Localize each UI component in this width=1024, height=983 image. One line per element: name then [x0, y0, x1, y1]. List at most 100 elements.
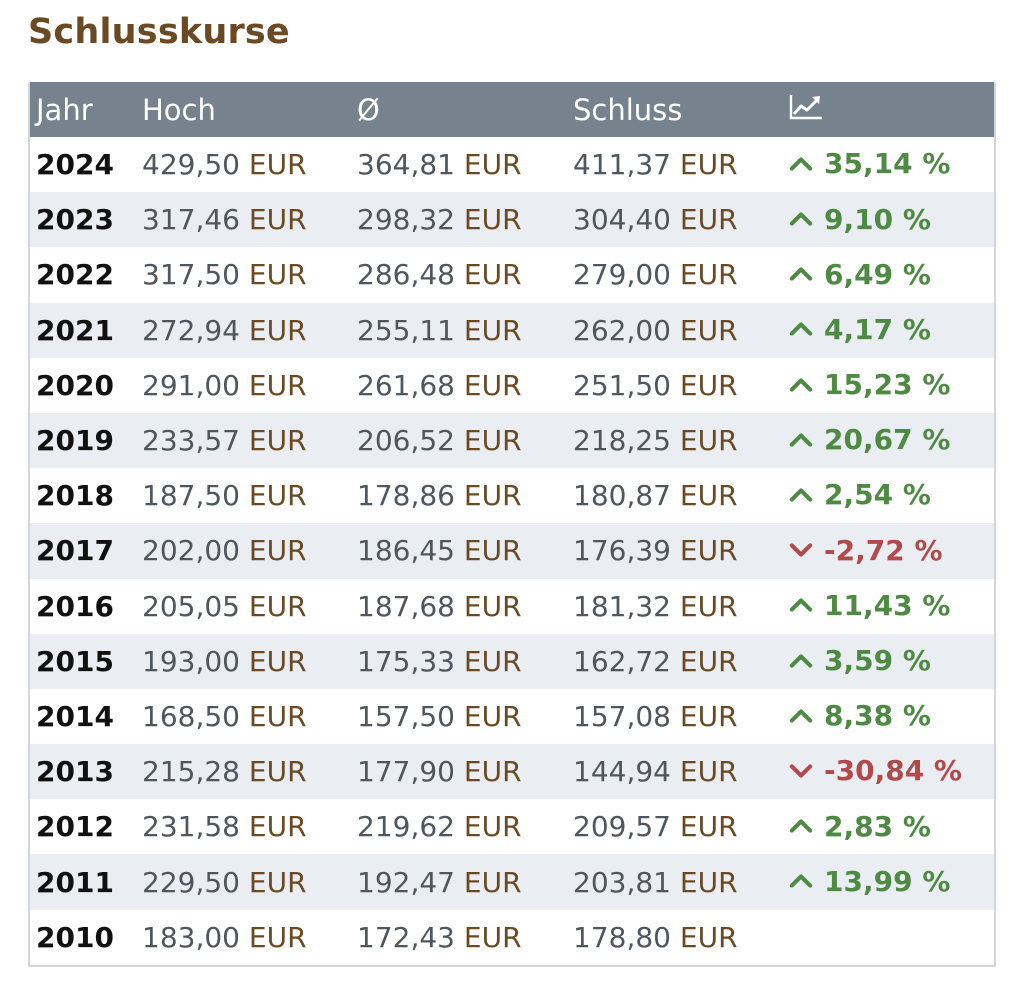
cell-jahr: 2023: [36, 203, 114, 237]
column-header-jahr[interactable]: Jahr: [36, 92, 93, 127]
table-row: 2013 215,28 EUR 177,90 EUR 144,94 EUR -30,84…: [30, 744, 994, 800]
cell-avg: 172,43 EUR: [357, 910, 573, 965]
performance-value: 15,23 %: [788, 368, 950, 401]
cell-hoch: 183,00 EUR: [142, 910, 357, 965]
currency-label: EUR: [463, 424, 522, 458]
cell-performance: 2,83 %: [788, 799, 994, 854]
cell-performance: 13,99 %: [788, 854, 994, 909]
cell-performance: -30,84 %: [788, 744, 994, 799]
performance-text: 2,54 %: [824, 478, 931, 512]
currency-label: EUR: [679, 589, 738, 623]
currency-label: EUR: [248, 755, 307, 789]
chevron-up-icon: [788, 594, 824, 616]
cell-jahr: 2020: [36, 368, 114, 402]
cell-avg: 192,47 EUR: [357, 854, 573, 909]
cell-jahr: 2019: [36, 424, 114, 458]
price-value: 411,37: [573, 148, 671, 182]
column-header-performance[interactable]: [788, 82, 994, 137]
cell-jahr: 2017: [36, 534, 114, 568]
price-value: 304,40: [573, 203, 671, 237]
performance-value: 6,49 %: [788, 258, 931, 291]
price-value: 187,68: [357, 589, 455, 623]
performance-text: 2,83 %: [824, 809, 931, 843]
performance-text: 8,38 %: [824, 699, 931, 733]
cell-avg: 219,62 EUR: [357, 799, 573, 854]
performance-value: 2,54 %: [788, 478, 931, 511]
currency-label: EUR: [679, 755, 738, 789]
cell-schluss: 203,81 EUR: [573, 854, 788, 909]
currency-label: EUR: [463, 368, 522, 402]
performance-text: 6,49 %: [824, 257, 931, 291]
performance-value: 8,38 %: [788, 699, 931, 732]
cell-performance: [788, 910, 994, 965]
chevron-up-icon: [788, 318, 824, 340]
performance-text: 20,67 %: [824, 423, 951, 457]
cell-avg: 364,81 EUR: [357, 137, 573, 192]
currency-label: EUR: [248, 534, 307, 568]
cell-schluss: 176,39 EUR: [573, 523, 788, 578]
currency-label: EUR: [248, 479, 307, 513]
performance-text: 13,99 %: [824, 864, 951, 898]
chevron-up-icon: [788, 263, 824, 285]
price-value: 364,81: [357, 148, 455, 182]
chevron-up-icon: [788, 374, 824, 396]
column-header-schluss[interactable]: Schluss: [573, 92, 683, 127]
currency-label: EUR: [248, 699, 307, 733]
table-body: 2024 429,50 EUR 364,81 EUR 411,37 EUR 35,14 …: [30, 137, 994, 965]
currency-label: EUR: [248, 589, 307, 623]
price-value: 231,58: [142, 810, 240, 844]
price-value: 168,50: [142, 699, 240, 733]
currency-label: EUR: [463, 589, 522, 623]
price-value: 144,94: [573, 755, 671, 789]
price-value: 298,32: [357, 203, 455, 237]
price-value: 218,25: [573, 424, 671, 458]
price-value: 177,90: [357, 755, 455, 789]
currency-label: EUR: [248, 644, 307, 678]
currency-label: EUR: [463, 203, 522, 237]
table-row: 2022 317,50 EUR 286,48 EUR 279,00 EUR 6,49 %: [30, 247, 994, 303]
price-value: 429,50: [142, 148, 240, 182]
currency-label: EUR: [679, 313, 738, 347]
performance-value: -30,84 %: [788, 754, 962, 787]
cell-hoch: 231,58 EUR: [142, 799, 357, 854]
cell-schluss: 178,80 EUR: [573, 910, 788, 965]
currency-label: EUR: [248, 920, 307, 954]
cell-performance: 8,38 %: [788, 689, 994, 744]
price-value: 157,08: [573, 699, 671, 733]
table-row: 2015 193,00 EUR 175,33 EUR 162,72 EUR 3,59 %: [30, 633, 994, 689]
price-value: 186,45: [357, 534, 455, 568]
trend-chart-icon: [788, 93, 824, 128]
currency-label: EUR: [679, 534, 738, 568]
performance-text: 4,17 %: [824, 312, 931, 346]
price-value: 172,43: [357, 920, 455, 954]
chevron-up-icon: [788, 429, 824, 451]
cell-avg: 177,90 EUR: [357, 744, 573, 799]
price-value: 187,50: [142, 479, 240, 513]
cell-hoch: 215,28 EUR: [142, 744, 357, 799]
performance-value: -2,72 %: [788, 534, 943, 567]
price-value: 279,00: [573, 258, 671, 292]
price-value: 251,50: [573, 368, 671, 402]
column-header-hoch[interactable]: Hoch: [142, 92, 216, 127]
cell-hoch: 205,05 EUR: [142, 579, 357, 634]
cell-hoch: 193,00 EUR: [142, 634, 357, 689]
price-value: 180,87: [573, 479, 671, 513]
performance-text: 15,23 %: [824, 368, 951, 402]
cell-avg: 261,68 EUR: [357, 358, 573, 413]
column-header-average[interactable]: Ø: [357, 92, 380, 127]
table-row: 2024 429,50 EUR 364,81 EUR 411,37 EUR 35,14 …: [30, 137, 994, 193]
cell-avg: 178,86 EUR: [357, 468, 573, 523]
currency-label: EUR: [463, 755, 522, 789]
performance-value: 9,10 %: [788, 203, 931, 236]
table-row: 2010 183,00 EUR 172,43 EUR 178,80 EUR: [30, 909, 994, 965]
currency-label: EUR: [248, 313, 307, 347]
currency-label: EUR: [463, 920, 522, 954]
currency-label: EUR: [679, 865, 738, 899]
table-row: 2020 291,00 EUR 261,68 EUR 251,50 EUR 15,23 …: [30, 357, 994, 413]
table-header: Jahr Hoch Ø Schluss: [30, 82, 994, 137]
chevron-up-icon: [788, 650, 824, 672]
table-header-row: Jahr Hoch Ø Schluss: [30, 82, 994, 137]
price-value: 215,28: [142, 755, 240, 789]
table-row: 2014 168,50 EUR 157,50 EUR 157,08 EUR 8,38 %: [30, 688, 994, 745]
cell-hoch: 317,50 EUR: [142, 247, 357, 302]
